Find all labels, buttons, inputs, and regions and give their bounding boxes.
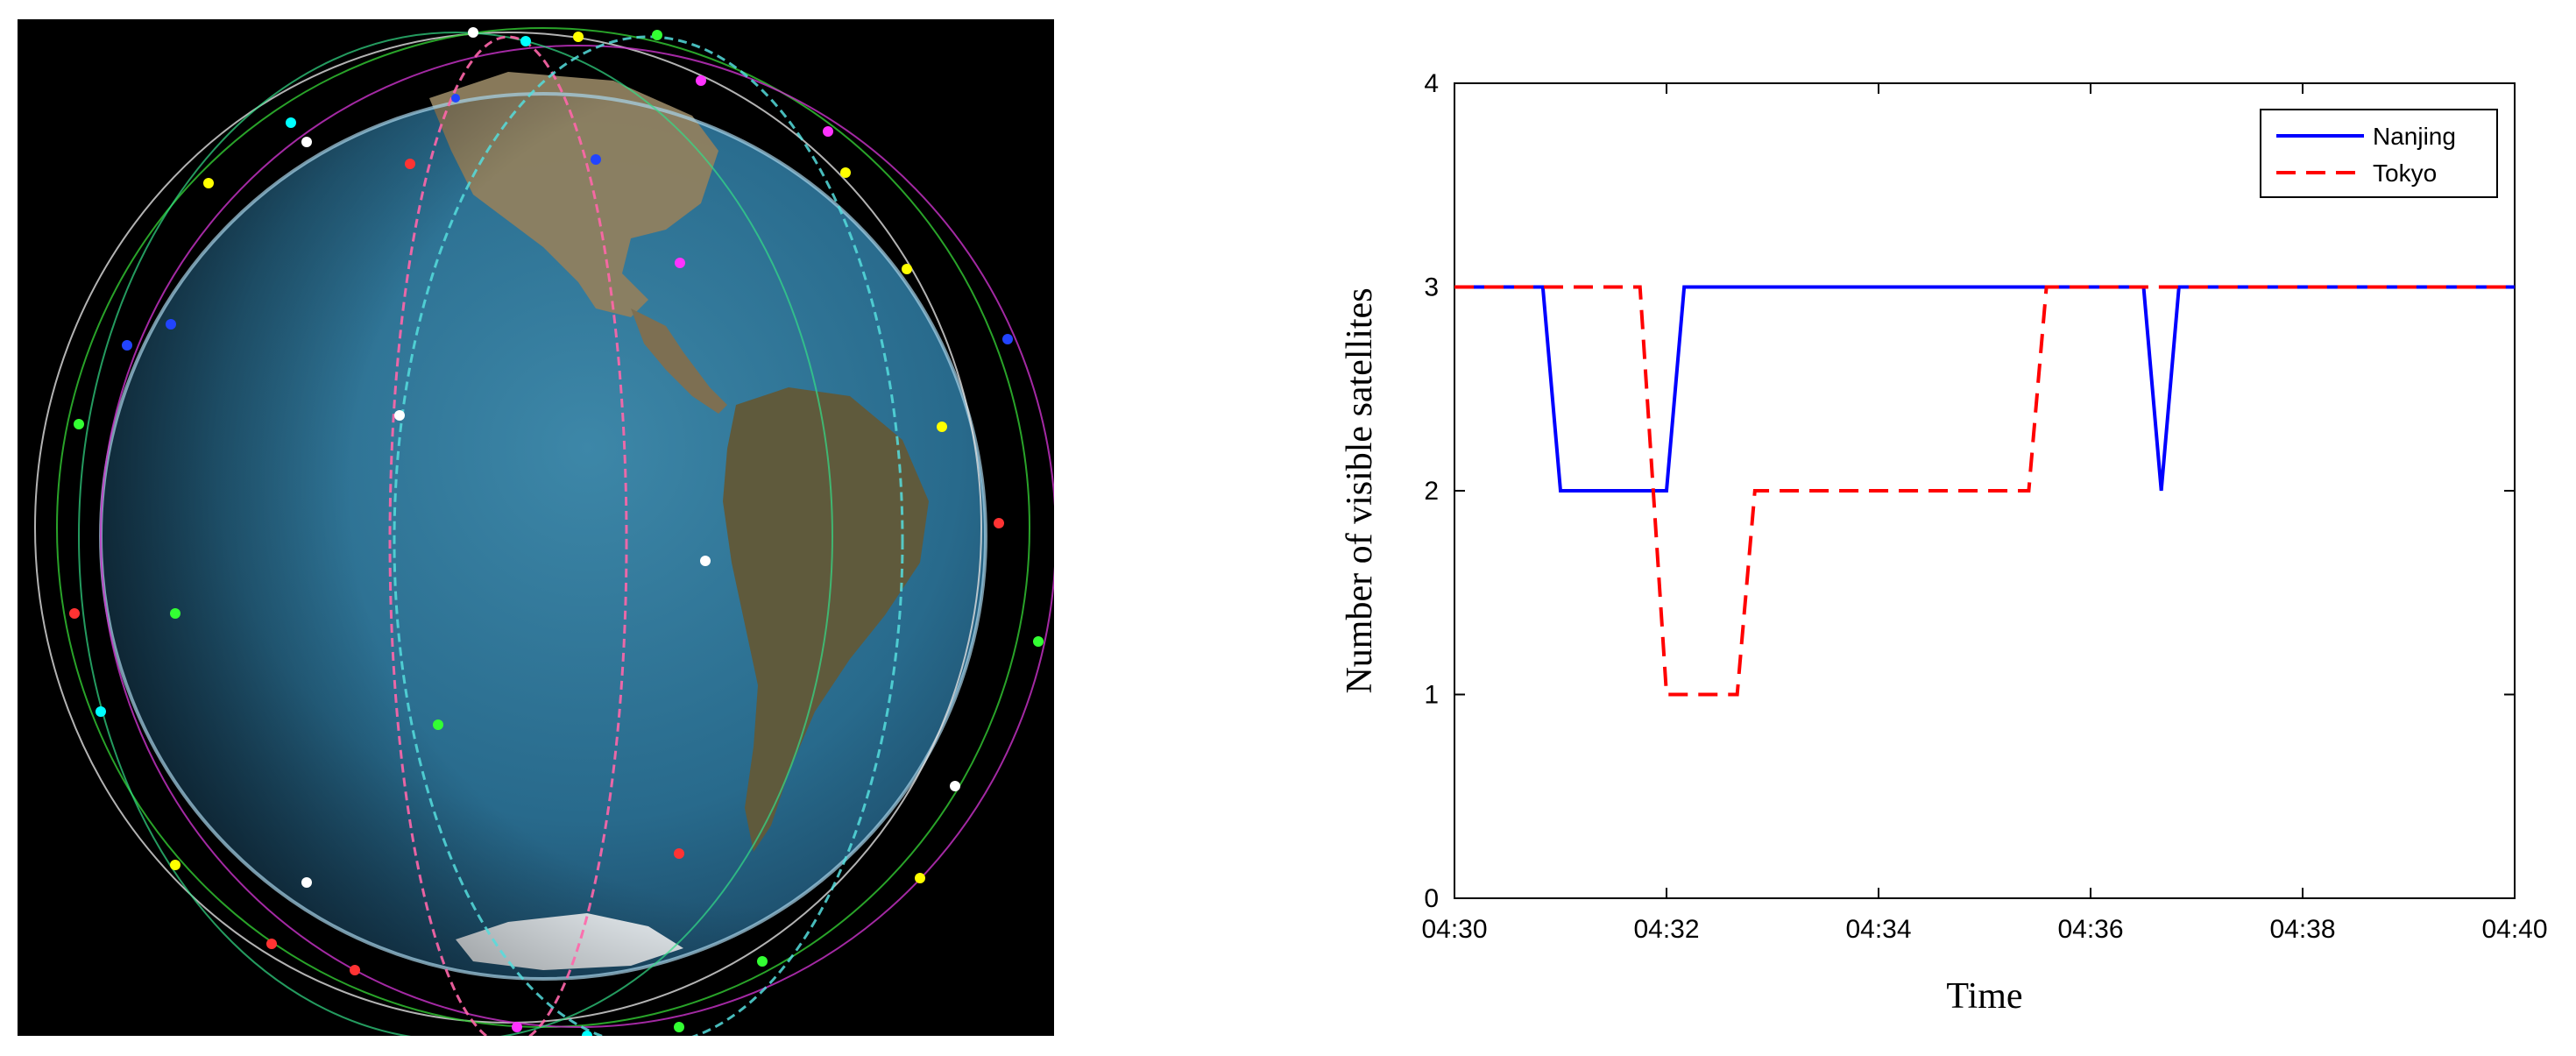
legend-label-tokyo: Tokyo (2373, 159, 2437, 187)
x-axis-ticks: 04:30 04:32 04:34 04:36 04:38 04:40 (1421, 83, 2548, 944)
legend-box (2260, 109, 2498, 198)
visible-satellites-chart: 0 1 2 3 4 04:30 04:32 04:34 04:36 04:38 04:40 Nan… (1297, 53, 2558, 1052)
x-tick-label: 04:36 (2057, 915, 2123, 944)
x-tick-label: 04:30 (1421, 915, 1487, 944)
series-layer (1454, 285, 2515, 697)
orbit-path (78, 32, 833, 1036)
x-tick-label: 04:38 (2269, 915, 2335, 944)
x-axis-title: Time (1946, 976, 2022, 1017)
x-tick-label: 04:40 (2481, 915, 2547, 944)
y-tick-label: 0 (1424, 884, 1439, 913)
x-tick-label: 04:34 (1845, 915, 1911, 944)
y-tick-label: 4 (1424, 69, 1439, 98)
y-tick-label: 3 (1424, 273, 1439, 302)
satellite-markers (69, 27, 1044, 1036)
series-line-nanjing (1454, 285, 2515, 493)
globe-satellite-orbit-image (18, 19, 1054, 1036)
orbit-path (393, 35, 904, 1036)
orbit-path (388, 35, 628, 1036)
y-tick-label: 1 (1424, 681, 1439, 710)
earth-orbits-illustration (34, 27, 1054, 1036)
orbit-path (100, 45, 1054, 1028)
earth-shading (101, 94, 986, 979)
legend-label-nanjing: Nanjing (2373, 123, 2456, 150)
y-axis-title: Number of visible satellites (1340, 287, 1380, 693)
legend: Nanjing Tokyo (2260, 109, 2498, 198)
x-tick-label: 04:32 (1633, 915, 1699, 944)
y-tick-label: 2 (1424, 477, 1439, 506)
line-chart: 0 1 2 3 4 04:30 04:32 04:34 04:36 04:38 04:40 Nan… (1340, 69, 2548, 1017)
series-line-tokyo (1454, 285, 2515, 697)
